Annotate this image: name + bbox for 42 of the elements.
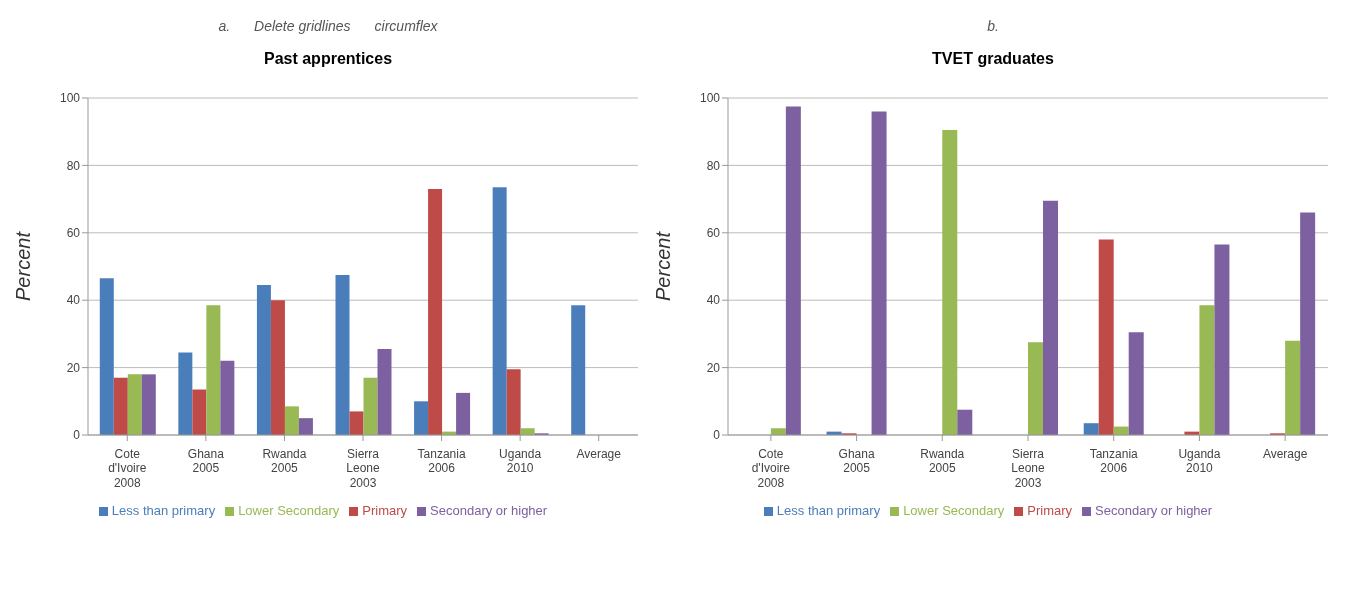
x-tick-label: Ghana 2005 [838,446,875,476]
y-tick-label: 40 [66,293,81,308]
y-tick-label: 80 [66,158,81,173]
text: b. [987,18,999,36]
legend-label: Secondary or higher [1095,503,1213,518]
chart-title: TVET graduates [931,50,1055,68]
text: Delete gridlines [254,18,351,36]
legend-label: Less than primary [776,503,881,518]
x-tick-label: Tanzania 2006 [1089,446,1139,476]
legend-label: Lower Secondary [238,503,340,518]
x-tick-label: Rwanda 2005 [262,446,307,476]
chart-title: Past apprentices [262,50,394,68]
y-tick-label: 60 [706,226,721,241]
y-tick-label: 40 [706,293,721,308]
x-tick-label: Tanzania 2006 [417,446,466,476]
y-tick-label: 20 [706,360,721,375]
x-tick-label: Sierra Leone 2003 [346,446,381,490]
legend-label: Less than primary [111,503,216,518]
x-tick-label: Sierra Leone 2003 [1011,446,1046,490]
y-axis-title: Percent [652,230,675,301]
x-tick-label: Cote d'Ivoire 2008 [751,446,791,490]
legend-label: Primary [362,503,408,518]
y-tick-label: 0 [73,428,81,443]
x-tick-label: Uganda 2010 [1178,446,1221,476]
x-tick-label: Ghana 2005 [187,446,225,476]
text: circumflex [374,18,438,36]
y-tick-label: 20 [66,360,81,375]
y-tick-label: 100 [59,91,81,106]
y-tick-label: 60 [66,226,81,241]
text: a. [218,18,231,36]
legend-label: Secondary or higher [430,503,548,518]
x-tick-label: Cote d'Ivoire 2008 [108,446,147,490]
y-axis-title: Percent [12,230,35,301]
x-tick-label: Rwanda 2005 [920,446,965,476]
y-tick-label: 0 [713,428,721,443]
legend-label: Primary [1027,503,1073,518]
x-tick-label: Uganda 2010 [499,446,542,476]
y-tick-label: 100 [699,91,721,106]
y-tick-label: 80 [706,158,721,173]
x-tick-label: Average [1262,446,1308,461]
x-tick-label: Average [576,446,622,461]
legend-label: Lower Secondary [903,503,1005,518]
